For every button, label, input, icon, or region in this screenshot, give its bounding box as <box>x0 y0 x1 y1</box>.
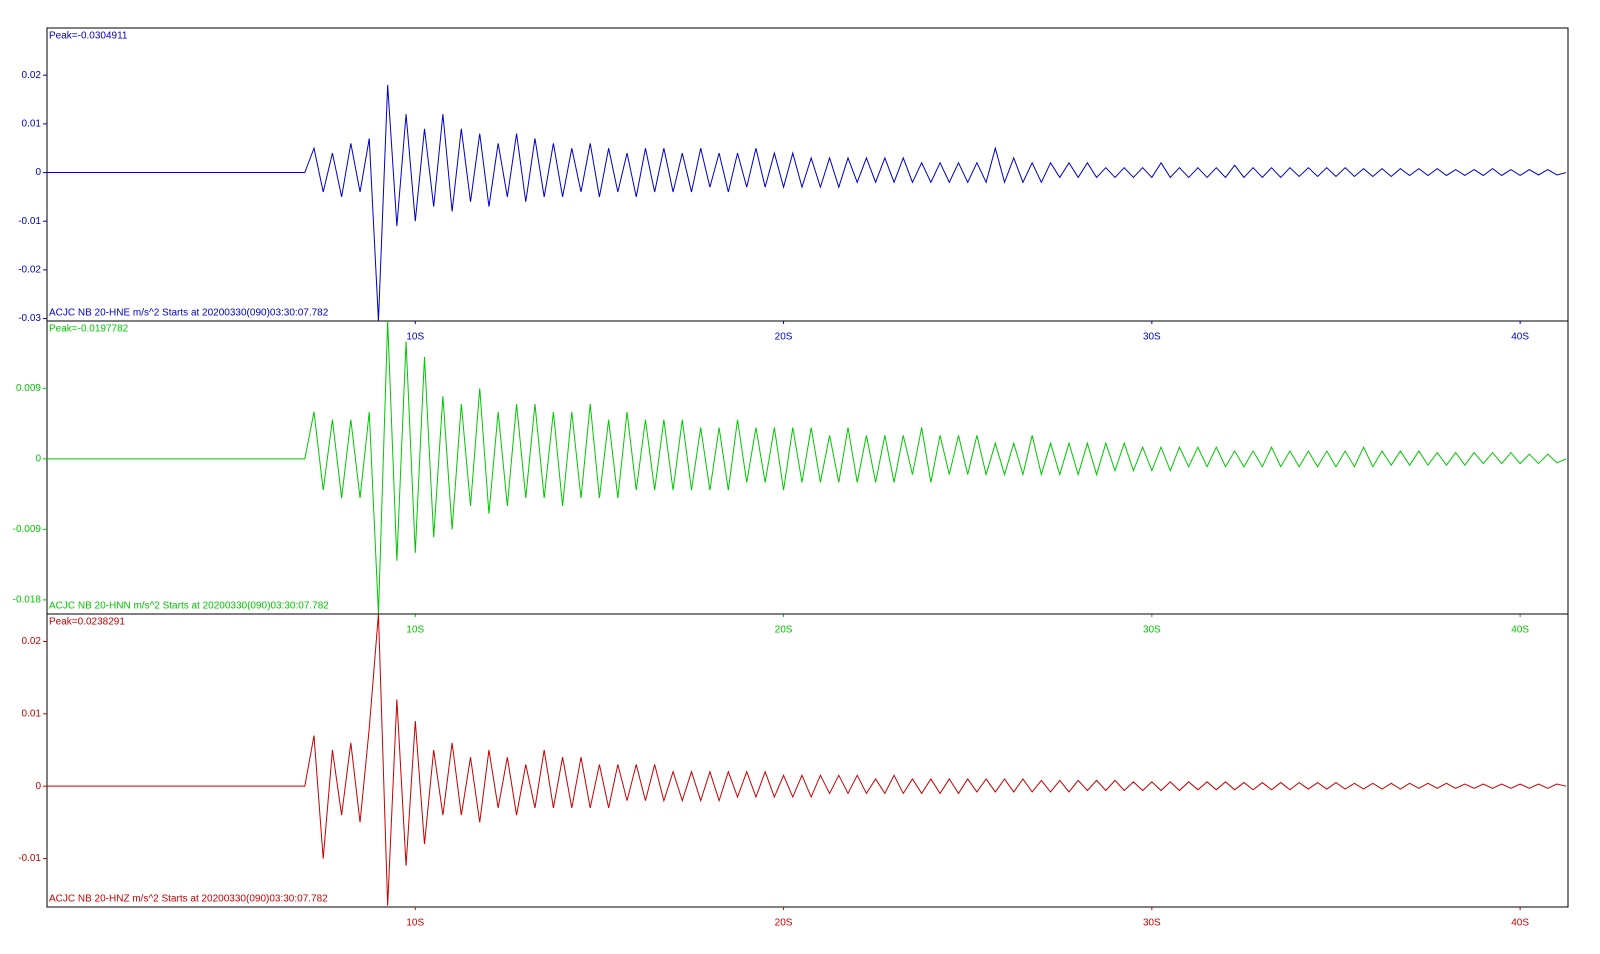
y-tick-label: -0.02 <box>18 265 41 276</box>
y-tick-label: -0.01 <box>18 853 41 864</box>
y-tick-label: -0.009 <box>13 524 42 535</box>
x-tick-label: 20S <box>775 332 793 343</box>
y-tick-label: -0.03 <box>18 313 41 324</box>
x-tick-label: 20S <box>775 625 793 636</box>
x-tick-label: 10S <box>406 918 424 929</box>
x-tick-label: 40S <box>1511 332 1529 343</box>
y-tick-label: 0.02 <box>22 636 42 647</box>
waveform <box>47 321 1567 614</box>
peak-label: Peak=-0.0197782 <box>49 324 129 335</box>
x-tick-label: 30S <box>1143 332 1161 343</box>
panel-frame <box>46 320 1569 615</box>
x-tick-label: 30S <box>1143 918 1161 929</box>
waveform <box>47 84 1567 321</box>
y-tick-label: 0.009 <box>16 383 41 394</box>
x-tick-label: 40S <box>1511 625 1529 636</box>
y-tick-label: -0.018 <box>13 595 42 606</box>
y-tick-label: -0.01 <box>18 216 41 227</box>
x-tick-label: 40S <box>1511 918 1529 929</box>
y-tick-label: 0 <box>35 167 41 178</box>
x-tick-label: 30S <box>1143 625 1161 636</box>
panel-frame <box>46 613 1569 908</box>
y-tick-label: 0.01 <box>22 708 42 719</box>
peak-label: Peak=0.0238291 <box>49 617 125 628</box>
waveform <box>47 614 1567 906</box>
y-tick-label: 0.01 <box>22 119 42 130</box>
y-tick-label: 0 <box>35 781 41 792</box>
peak-label: Peak=-0.0304911 <box>49 31 128 42</box>
station-label: ACJC NB 20-HNZ m/s^2 Starts at 20200330(… <box>49 894 328 905</box>
y-tick-label: 0.02 <box>22 70 42 81</box>
station-label: ACJC NB 20-HNE m/s^2 Starts at 20200330(… <box>49 308 329 319</box>
panel-frame <box>46 27 1569 322</box>
x-tick-label: 20S <box>775 918 793 929</box>
y-tick-label: 0 <box>35 454 41 465</box>
station-label: ACJC NB 20-HNN m/s^2 Starts at 20200330(… <box>49 601 329 612</box>
x-tick-label: 10S <box>406 332 424 343</box>
x-tick-label: 10S <box>406 625 424 636</box>
